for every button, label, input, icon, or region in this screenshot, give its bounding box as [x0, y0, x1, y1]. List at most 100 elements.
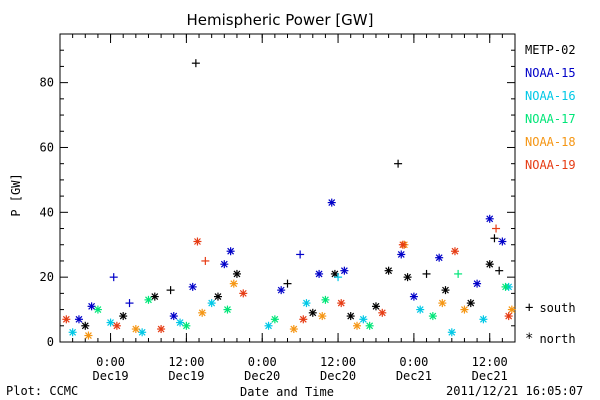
north-asterisk-marker	[479, 315, 488, 324]
y-tick-label: 0	[47, 335, 54, 349]
marker-key-south-label: south	[539, 301, 576, 315]
north-asterisk-marker	[318, 312, 327, 321]
south-plus-marker	[492, 224, 501, 233]
north-asterisk-marker	[93, 305, 102, 314]
south-plus-marker	[296, 250, 305, 259]
south-plus-marker	[490, 234, 499, 243]
north-asterisk-marker	[346, 312, 355, 321]
asterisk-marker-icon: *	[525, 331, 534, 347]
north-asterisk-marker	[144, 295, 153, 304]
north-asterisk-marker	[315, 269, 324, 278]
north-asterisk-marker	[188, 282, 197, 291]
north-asterisk-marker	[441, 286, 450, 295]
north-asterisk-marker	[119, 312, 128, 321]
north-asterisk-marker	[87, 302, 96, 311]
x-tick-date-label: Dec20	[320, 369, 356, 383]
north-asterisk-marker	[384, 266, 393, 275]
legend-item-noaa-17: NOAA-17	[525, 112, 576, 126]
north-asterisk-marker	[378, 308, 387, 317]
north-asterisk-marker	[239, 289, 248, 298]
x-tick-label: 0:00	[96, 355, 125, 369]
north-asterisk-marker	[112, 321, 121, 330]
plus-marker-icon: +	[525, 300, 534, 316]
south-plus-marker	[166, 286, 175, 295]
north-asterisk-marker	[84, 331, 93, 340]
north-asterisk-marker	[359, 315, 368, 324]
marker-key-south: + south	[525, 300, 576, 316]
series-noaa-19	[62, 224, 513, 334]
x-axis-label: Date and Time	[240, 385, 334, 399]
series-noaa-15	[74, 198, 507, 324]
north-asterisk-marker	[507, 305, 516, 314]
north-asterisk-marker	[485, 214, 494, 223]
north-asterisk-marker	[438, 299, 447, 308]
north-asterisk-marker	[428, 312, 437, 321]
y-tick-label: 20	[40, 270, 54, 284]
legend-item-noaa-18: NOAA-18	[525, 135, 576, 149]
north-asterisk-marker	[321, 295, 330, 304]
north-asterisk-marker	[485, 260, 494, 269]
north-asterisk-marker	[504, 312, 513, 321]
x-tick-date-label: Dec20	[244, 369, 280, 383]
south-plus-marker	[191, 59, 200, 68]
north-asterisk-marker	[299, 315, 308, 324]
series-noaa-16	[68, 273, 513, 337]
x-tick-label: 12:00	[320, 355, 356, 369]
y-axis-label: P [GW]	[9, 173, 23, 216]
north-asterisk-marker	[337, 299, 346, 308]
north-asterisk-marker	[466, 299, 475, 308]
north-asterisk-marker	[232, 269, 241, 278]
north-asterisk-marker	[473, 279, 482, 288]
north-asterisk-marker	[131, 325, 140, 334]
x-tick-label: 12:00	[168, 355, 204, 369]
north-asterisk-marker	[289, 325, 298, 334]
north-asterisk-marker	[353, 321, 362, 330]
north-asterisk-marker	[435, 253, 444, 262]
north-asterisk-marker	[403, 273, 412, 282]
north-asterisk-marker	[223, 305, 232, 314]
north-asterisk-marker	[213, 292, 222, 301]
north-asterisk-marker	[501, 282, 510, 291]
north-asterisk-marker	[277, 286, 286, 295]
y-tick-label: 80	[40, 76, 54, 90]
x-tick-label: 0:00	[399, 355, 428, 369]
north-asterisk-marker	[150, 292, 159, 301]
north-asterisk-marker	[68, 328, 77, 337]
north-asterisk-marker	[365, 321, 374, 330]
north-asterisk-marker	[302, 299, 311, 308]
north-asterisk-marker	[308, 308, 317, 317]
north-asterisk-marker	[409, 292, 418, 301]
north-asterisk-marker	[460, 305, 469, 314]
north-asterisk-marker	[264, 321, 273, 330]
y-tick-label: 60	[40, 140, 54, 154]
north-asterisk-marker	[330, 269, 339, 278]
north-asterisk-marker	[193, 237, 202, 246]
south-plus-marker	[334, 273, 343, 282]
marker-key-north-label: north	[539, 332, 576, 346]
x-tick-date-label: Dec19	[168, 369, 204, 383]
north-asterisk-marker	[340, 266, 349, 275]
north-asterisk-marker	[81, 321, 90, 330]
plot-credit: Plot: CCMC	[6, 384, 79, 398]
north-asterisk-marker	[74, 315, 83, 324]
x-tick-label: 0:00	[248, 355, 277, 369]
x-tick-date-label: Dec19	[92, 369, 128, 383]
legend-item-noaa-19: NOAA-19	[525, 158, 576, 172]
legend: METP-02 NOAA-15 NOAA-16 NOAA-17 NOAA-18 NOAA-…	[525, 42, 597, 180]
north-asterisk-marker	[398, 240, 407, 249]
legend-item-metp-02: METP-02	[525, 43, 576, 57]
chart-title: Hemispheric Power [GW]	[187, 11, 374, 29]
north-asterisk-marker	[182, 321, 191, 330]
north-asterisk-marker	[270, 315, 279, 324]
north-asterisk-marker	[207, 299, 216, 308]
south-plus-marker	[283, 279, 292, 288]
north-asterisk-marker	[447, 328, 456, 337]
north-asterisk-marker	[371, 302, 380, 311]
plot-frame	[59, 33, 516, 343]
axes: 0204060800:00Dec1912:00Dec190:00Dec2012:…	[40, 33, 516, 383]
south-plus-marker	[495, 266, 504, 275]
legend-item-noaa-15: NOAA-15	[525, 66, 576, 80]
south-plus-marker	[125, 299, 134, 308]
north-asterisk-marker	[226, 247, 235, 256]
x-tick-date-label: Dec21	[472, 369, 508, 383]
